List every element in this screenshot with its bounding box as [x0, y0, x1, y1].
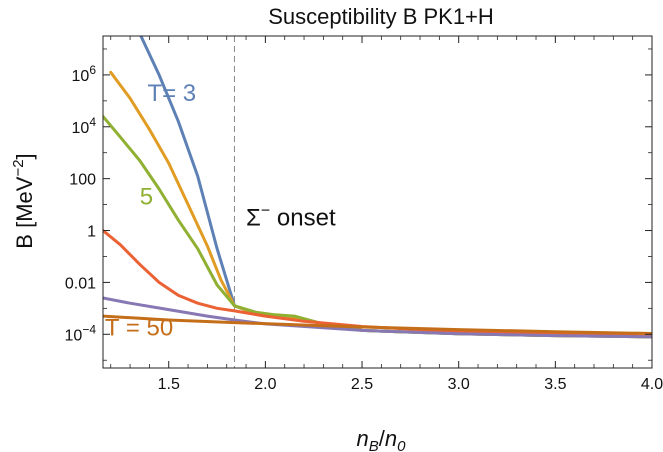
y-tick-label-2: 104 [72, 115, 97, 137]
x-tick-label-2: 2.0 [254, 376, 276, 393]
y-tick-label-5: 0.01 [65, 275, 96, 292]
x-tick-label-3: 2.5 [351, 376, 373, 393]
y-tick-label-3: 100 [69, 172, 96, 189]
x-tick-label-4: 3.0 [448, 376, 470, 393]
series-line-1 [139, 36, 652, 339]
axis-ticks: 1.5 2.0 2.5 3.0 3.5 4.0 106 104 100 1 0.01 10−4 [65, 36, 663, 393]
series-line-3 [103, 114, 652, 339]
chart-title: Susceptibility B PK1+H [268, 4, 494, 29]
x-tick-label-5: 3.5 [544, 376, 566, 393]
plot-area: T= 3 5 T = 50 Σ− onset [103, 36, 652, 368]
annotation-3: T = 50 [105, 315, 173, 342]
y-tick-label-6: 10−4 [65, 322, 97, 344]
x-tick-label-1: 1.5 [158, 376, 180, 393]
series-line-4 [103, 229, 652, 338]
annotation-1: T= 3 [147, 80, 196, 107]
annotation-2: 5 [140, 184, 153, 211]
y-axis-label: B [MeV−2] [10, 153, 37, 248]
x-axis-label: nB/n0 [357, 426, 407, 452]
annotation-4: Σ− onset [246, 202, 336, 231]
plot-frame [102, 35, 653, 369]
x-tick-label-6: 4.0 [641, 376, 663, 393]
series-line-6 [103, 314, 652, 335]
series-line-2 [109, 70, 652, 339]
y-tick-label-1: 106 [72, 63, 97, 85]
y-tick-label-4: 1 [87, 224, 96, 241]
